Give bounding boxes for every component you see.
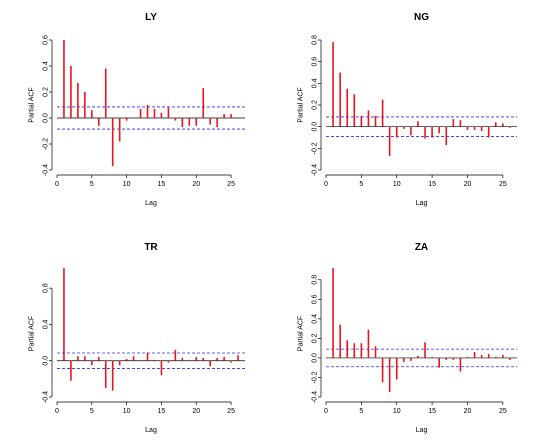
x-tick-label: 0 [324,181,328,188]
x-axis-label: Lag [416,200,428,207]
pacf-panel-tr: TR 0 5 10 15 20 25 Lag -0.4 0.0 0.4 0.8 Partial ACF [29,242,245,434]
x-tick-label: 15 [158,408,166,415]
y-tick-label: -0.2 [312,142,319,154]
x-axis-label: Lag [416,427,428,434]
x-axis-label: Lag [145,427,157,434]
x-tick-label: 5 [90,408,94,415]
x-tick-label: 0 [55,408,59,415]
x-tick-label: 10 [393,408,401,415]
x-axis-label: Lag [145,200,157,207]
y-tick-label: -0.2 [43,138,50,150]
x-tick-label: 25 [499,181,507,188]
y-tick-label: 0.8 [312,35,319,45]
x-tick-label: 5 [359,408,363,415]
x-tick-label: 15 [428,408,436,415]
y-axis-label: Partial ACF [29,316,36,351]
y-tick-label: 0.0 [312,353,319,363]
y-tick-label: 0.0 [312,122,319,132]
y-tick-label: 0.0 [43,113,50,123]
x-tick-label: 5 [90,181,94,188]
panel-title: ZA [415,242,428,253]
x-tick-label: 20 [192,408,200,415]
y-tick-label: 0.6 [312,294,319,304]
y-tick-label: 0.8 [312,275,319,285]
x-tick-label: 15 [428,181,436,188]
x-tick-label: 20 [464,181,472,188]
pacf-panel-ly: LY 0 5 10 15 20 25 Lag -0.4 -0.2 0.0 0.2 0.4 0.6 Parti… [29,12,245,207]
y-axis-label: Partial ACF [29,87,36,122]
x-tick-label: 25 [499,408,507,415]
x-tick-label: 20 [464,408,472,415]
y-tick-label: -0.2 [312,371,319,383]
y-axis-label: Partial ACF [298,87,305,122]
y-tick-label: 0.4 [312,314,319,324]
x-tick-label: 20 [192,181,200,188]
y-tick-label: 0.6 [43,35,50,45]
y-tick-label: 0.2 [43,87,50,97]
y-tick-label: 0.4 [43,319,50,329]
y-tick-label: 0.0 [43,356,50,366]
panel-title: NG [414,12,429,23]
y-tick-label: -0.4 [312,164,319,176]
x-tick-label: 25 [227,181,235,188]
x-tick-label: 0 [55,181,59,188]
x-tick-label: 5 [359,181,363,188]
x-tick-label: 25 [227,408,235,415]
y-tick-label: 0.6 [312,57,319,67]
y-tick-label: -0.4 [312,391,319,403]
x-tick-label: 10 [123,408,131,415]
y-tick-label: 0.2 [312,100,319,110]
x-tick-label: 15 [158,181,166,188]
x-tick-label: 10 [393,181,401,188]
y-tick-label: 0.4 [43,61,50,71]
y-axis-label: Partial ACF [298,316,305,351]
y-tick-label: 0.4 [312,78,319,88]
pacf-panel-za: ZA 0 5 10 15 20 25 Lag -0.4 -0.2 0.0 0.2 0.4 0.6 0.8 Pa… [298,242,517,434]
y-tick-label: -0.4 [43,391,50,403]
x-tick-label: 10 [123,181,131,188]
y-tick-label: 0.2 [312,333,319,343]
panel-title: TR [144,242,158,253]
x-tick-label: 0 [324,408,328,415]
pacf-panel-ng: NG 0 5 10 15 20 25 Lag -0.4 -0.2 0.0 0.2 0.4 0.6 0.8 Pa… [298,12,517,207]
y-tick-label: 0.8 [43,283,50,293]
panel-title: LY [145,12,157,23]
y-tick-label: -0.4 [43,164,50,176]
